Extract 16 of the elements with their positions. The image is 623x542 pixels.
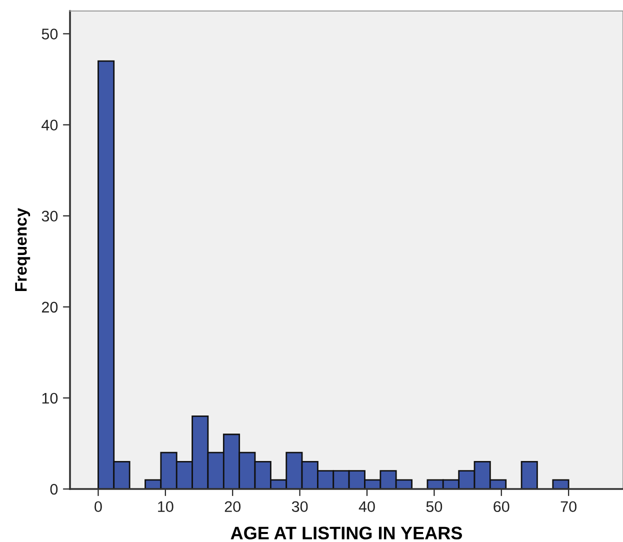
y-tick-label: 50 [42,28,58,40]
x-tick-label: 20 [224,501,241,512]
x-tick-label: 10 [158,501,174,512]
y-tick-label: 10 [42,392,58,404]
y-axis-title: Frequency [15,208,30,292]
x-tick-label: 0 [94,501,102,512]
x-axis-title: AGE AT LISTING IN YEARS [230,526,462,540]
x-tick-label: 30 [292,501,308,512]
y-tick-label: 0 [50,484,58,495]
y-tick-label: 30 [42,210,58,222]
x-tick-label: 40 [358,501,375,512]
y-tick-label: 40 [42,120,58,130]
x-tick-label: 60 [494,501,510,512]
x-tick-label: 70 [560,501,576,512]
y-tick-label: 20 [42,302,58,313]
x-tick-label: 50 [426,501,442,512]
